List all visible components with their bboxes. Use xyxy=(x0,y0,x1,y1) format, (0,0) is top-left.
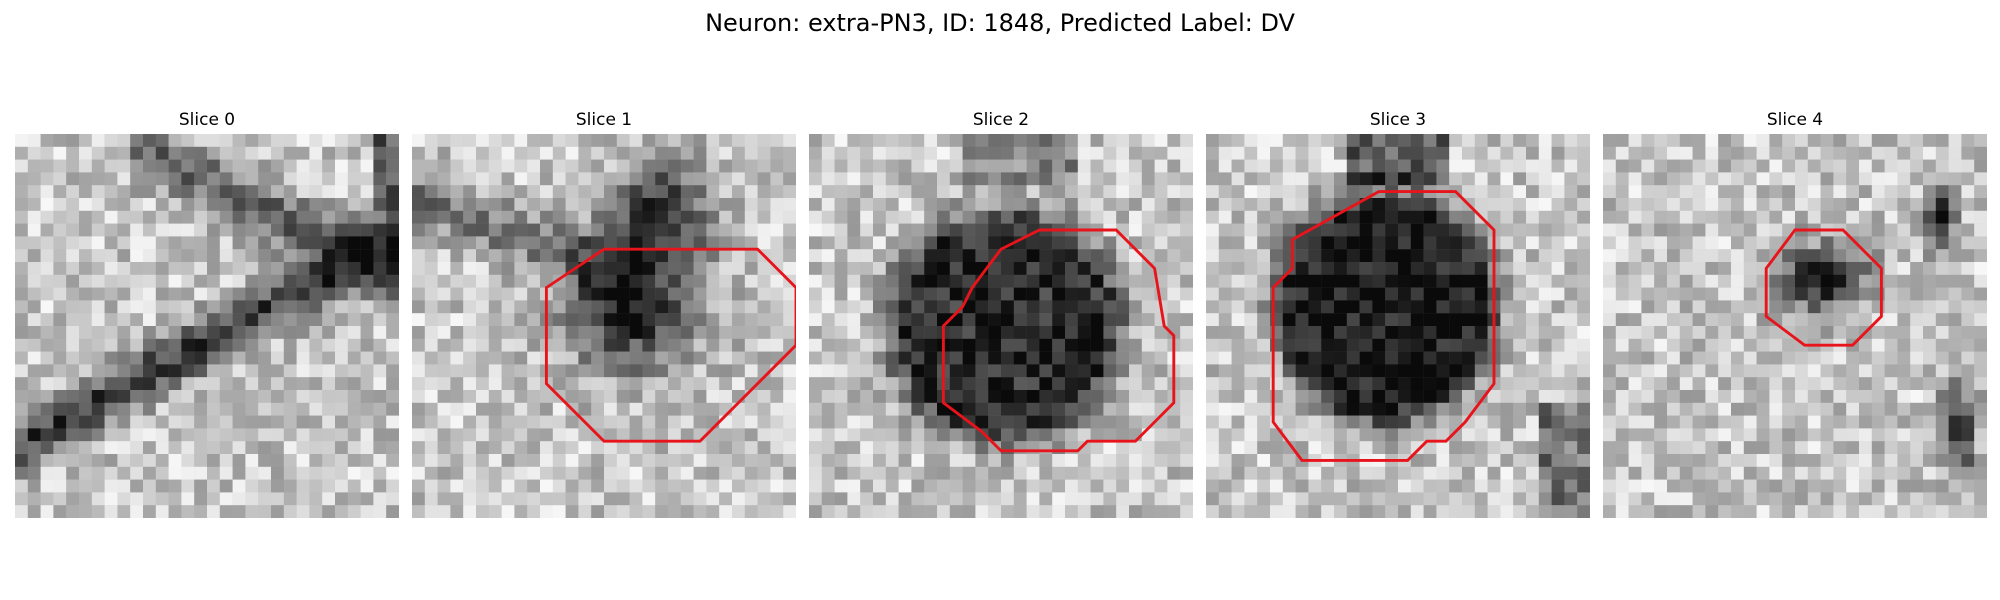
slice-1-image xyxy=(412,134,796,518)
slice-4-title: Slice 4 xyxy=(1603,108,1987,132)
pixel-grid xyxy=(15,134,399,518)
slice-0-image xyxy=(15,134,399,518)
pixel-grid xyxy=(809,134,1193,518)
slice-1-canvas xyxy=(412,134,796,518)
slice-3-image xyxy=(1206,134,1590,518)
slice-3-title: Slice 3 xyxy=(1206,108,1590,132)
slice-2-image xyxy=(809,134,1193,518)
pixel-grid xyxy=(1603,134,1987,518)
slice-1-title: Slice 1 xyxy=(412,108,796,132)
slice-3-canvas xyxy=(1206,134,1590,518)
slice-4-image xyxy=(1603,134,1987,518)
figure-title: Neuron: extra-PN3, ID: 1848, Predicted L… xyxy=(0,6,2000,40)
slice-0-canvas xyxy=(15,134,399,518)
slice-4-canvas xyxy=(1603,134,1987,518)
slice-2-title: Slice 2 xyxy=(809,108,1193,132)
pixel-grid xyxy=(412,134,796,518)
slice-2-canvas xyxy=(809,134,1193,518)
slice-0-title: Slice 0 xyxy=(15,108,399,132)
